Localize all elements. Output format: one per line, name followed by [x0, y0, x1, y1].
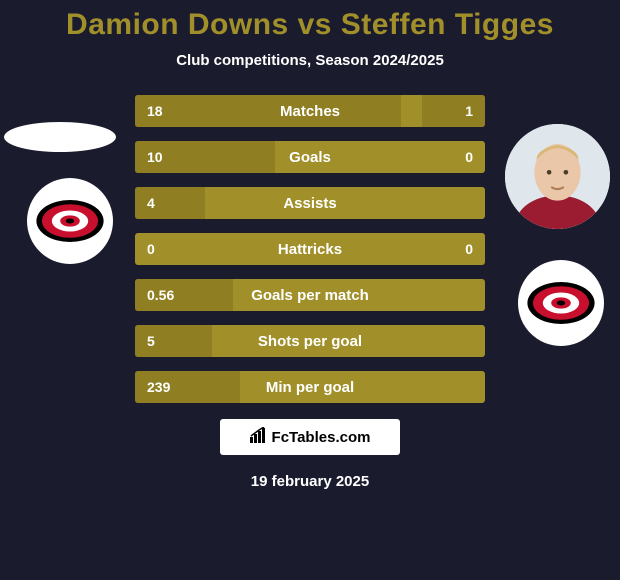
- stat-row: 18Matches1: [135, 95, 485, 127]
- stat-row: 0Hattricks0: [135, 233, 485, 265]
- stat-label: Assists: [215, 195, 405, 212]
- stat-value-left: 0.56: [135, 287, 215, 303]
- player2-face-icon: [505, 124, 610, 229]
- player1-team-logo: [27, 178, 113, 264]
- stat-value-right: 0: [405, 149, 485, 165]
- stats-table: 18Matches110Goals04Assists0Hattricks00.5…: [135, 95, 485, 403]
- source-text: FcTables.com: [272, 429, 371, 446]
- source-badge: FcTables.com: [220, 419, 400, 455]
- stat-label: Hattricks: [215, 241, 405, 258]
- stat-value-left: 4: [135, 195, 215, 211]
- stat-value-left: 0: [135, 241, 215, 257]
- player2-photo: [505, 124, 610, 229]
- stat-value-left: 239: [135, 379, 215, 395]
- title-player1: Damion Downs: [66, 8, 289, 41]
- chart-icon: [250, 427, 268, 448]
- comparison-card: Damion Downs vs Steffen Tigges Club comp…: [0, 0, 620, 580]
- stat-label: Min per goal: [215, 379, 405, 396]
- hurricane-logo-icon: [526, 268, 596, 338]
- stat-value-right: 1: [405, 103, 485, 119]
- stat-row: 0.56Goals per match: [135, 279, 485, 311]
- subtitle: Club competitions, Season 2024/2025: [0, 52, 620, 69]
- stat-value-left: 5: [135, 333, 215, 349]
- stat-value-left: 10: [135, 149, 215, 165]
- stat-row: 10Goals0: [135, 141, 485, 173]
- stat-label: Goals per match: [215, 287, 405, 304]
- stat-label: Goals: [215, 149, 405, 166]
- hurricane-logo-icon: [35, 186, 105, 256]
- stat-label: Shots per goal: [215, 333, 405, 350]
- page-title: Damion Downs vs Steffen Tigges: [0, 8, 620, 42]
- stat-value-left: 18: [135, 103, 215, 119]
- stat-value-right: 0: [405, 241, 485, 257]
- player2-team-logo: [518, 260, 604, 346]
- footer-date: 19 february 2025: [0, 473, 620, 490]
- player1-photo: [4, 122, 116, 152]
- stat-row: 4Assists: [135, 187, 485, 219]
- stat-label: Matches: [215, 103, 405, 120]
- stat-row: 5Shots per goal: [135, 325, 485, 357]
- stat-row: 239Min per goal: [135, 371, 485, 403]
- title-player2: Steffen Tigges: [341, 8, 554, 41]
- title-vs: vs: [298, 8, 332, 41]
